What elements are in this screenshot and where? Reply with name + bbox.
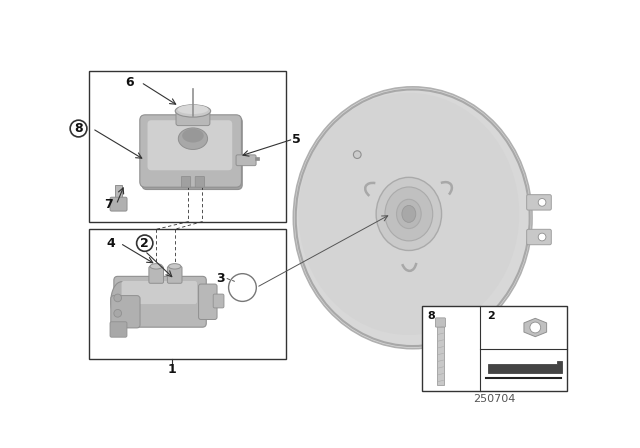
Circle shape xyxy=(353,151,361,159)
Bar xyxy=(90,229,285,359)
FancyBboxPatch shape xyxy=(110,322,127,337)
Ellipse shape xyxy=(376,177,442,250)
Text: 250704: 250704 xyxy=(473,394,515,404)
Text: 5: 5 xyxy=(292,133,301,146)
Text: 8: 8 xyxy=(428,310,435,321)
FancyBboxPatch shape xyxy=(435,318,445,327)
Text: 1: 1 xyxy=(168,363,176,376)
Ellipse shape xyxy=(182,129,204,142)
Text: 2: 2 xyxy=(140,237,149,250)
FancyBboxPatch shape xyxy=(149,267,164,283)
Polygon shape xyxy=(488,361,562,373)
FancyBboxPatch shape xyxy=(115,185,122,200)
Text: 8: 8 xyxy=(74,122,83,135)
Text: 3: 3 xyxy=(216,272,225,285)
Ellipse shape xyxy=(150,263,163,269)
Circle shape xyxy=(530,322,541,333)
Text: 2: 2 xyxy=(488,310,495,321)
Text: 4: 4 xyxy=(106,237,115,250)
FancyBboxPatch shape xyxy=(213,294,224,308)
Circle shape xyxy=(538,198,546,206)
FancyBboxPatch shape xyxy=(437,322,444,385)
Ellipse shape xyxy=(177,105,209,114)
FancyBboxPatch shape xyxy=(181,177,191,187)
FancyBboxPatch shape xyxy=(527,195,551,210)
Ellipse shape xyxy=(385,187,433,241)
FancyBboxPatch shape xyxy=(111,296,140,328)
Ellipse shape xyxy=(168,263,181,269)
Bar xyxy=(90,72,285,222)
Circle shape xyxy=(538,233,546,241)
FancyBboxPatch shape xyxy=(110,197,127,211)
FancyBboxPatch shape xyxy=(236,155,256,166)
FancyBboxPatch shape xyxy=(114,276,206,327)
FancyBboxPatch shape xyxy=(255,157,259,160)
Ellipse shape xyxy=(397,199,421,228)
Ellipse shape xyxy=(114,310,122,317)
Ellipse shape xyxy=(293,87,532,349)
Text: 6: 6 xyxy=(125,76,134,89)
FancyBboxPatch shape xyxy=(527,229,551,245)
FancyBboxPatch shape xyxy=(168,267,182,283)
Polygon shape xyxy=(524,319,547,336)
Ellipse shape xyxy=(111,282,132,322)
Ellipse shape xyxy=(175,105,211,117)
FancyBboxPatch shape xyxy=(176,110,210,125)
Ellipse shape xyxy=(179,128,207,150)
FancyBboxPatch shape xyxy=(122,281,197,304)
FancyBboxPatch shape xyxy=(195,177,205,187)
Bar xyxy=(422,306,566,391)
Ellipse shape xyxy=(298,93,519,335)
Text: 7: 7 xyxy=(104,198,113,211)
Ellipse shape xyxy=(114,294,122,302)
FancyBboxPatch shape xyxy=(140,115,241,187)
Ellipse shape xyxy=(402,206,416,222)
FancyBboxPatch shape xyxy=(198,284,217,319)
FancyBboxPatch shape xyxy=(142,117,242,190)
FancyBboxPatch shape xyxy=(147,120,232,170)
